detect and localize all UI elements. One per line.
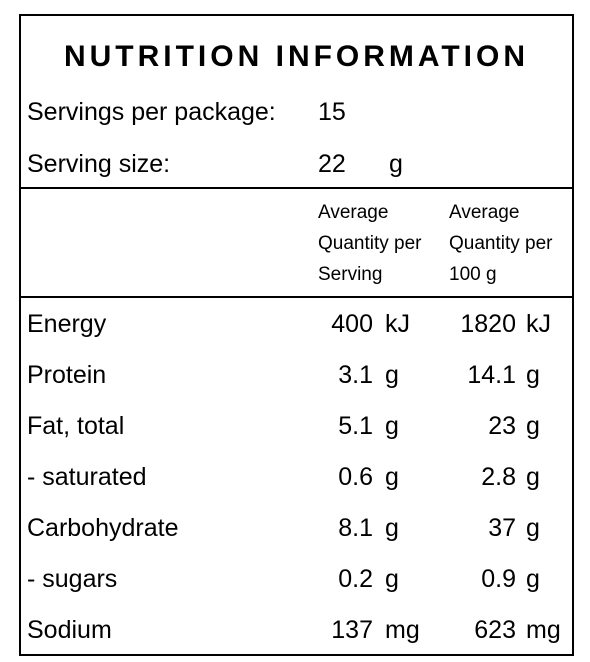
per-100g-unit: g: [526, 463, 540, 491]
per-100g-unit: g: [526, 361, 540, 389]
servings-per-package-label: Servings per package:: [27, 98, 276, 126]
nutrient-row: - sugars 0.2 g 0.9 g: [21, 554, 572, 605]
nutrient-name: Sodium: [27, 616, 112, 644]
serving-size-unit: g: [389, 150, 403, 178]
per-100g-value: 0.9: [481, 565, 516, 593]
per-100g-unit: mg: [526, 616, 561, 644]
per-100g-value: 623: [474, 616, 516, 644]
per-serving-value: 3.1: [338, 361, 373, 389]
divider: [21, 296, 572, 298]
column-header-per-serving: Average Quantity per Serving: [318, 202, 422, 285]
serving-size-value: 22: [318, 150, 346, 178]
nutrient-name: Energy: [27, 310, 107, 338]
nutrient-name: Protein: [27, 361, 107, 389]
divider: [21, 187, 572, 189]
per-serving-unit: g: [385, 412, 399, 440]
column-header-per-100g: Average Quantity per 100 g: [449, 202, 553, 285]
per-serving-value: 400: [331, 310, 373, 338]
servings-per-package-value: 15: [318, 98, 346, 126]
nutrient-row: Energy 400 kJ 1820 kJ: [21, 299, 572, 350]
per-100g-unit: kJ: [526, 310, 551, 338]
per-serving-unit: kJ: [385, 310, 410, 338]
per-serving-unit: g: [385, 514, 399, 542]
per-serving-unit: g: [385, 565, 399, 593]
nutrient-name: Fat, total: [27, 412, 125, 440]
nutrient-name: - sugars: [27, 565, 118, 593]
nutrient-row: Fat, total 5.1 g 23 g: [21, 401, 572, 452]
per-serving-value: 0.2: [338, 565, 373, 593]
panel-title: NUTRITION INFORMATION: [63, 40, 530, 73]
nutrient-row: Sodium 137 mg 623 mg: [21, 605, 572, 656]
per-100g-unit: g: [526, 565, 540, 593]
per-100g-unit: g: [526, 412, 540, 440]
serving-size-label: Serving size:: [27, 150, 171, 178]
per-100g-value: 14.1: [467, 361, 516, 389]
nutrition-panel: NUTRITION INFORMATION Servings per packa…: [19, 14, 574, 656]
per-100g-value: 1820: [460, 310, 516, 338]
per-100g-unit: g: [526, 514, 540, 542]
per-serving-unit: g: [385, 463, 399, 491]
nutrient-name: Carbohydrate: [27, 514, 179, 542]
nutrient-row: Carbohydrate 8.1 g 37 g: [21, 503, 572, 554]
per-serving-value: 137: [331, 616, 373, 644]
per-serving-value: 5.1: [338, 412, 373, 440]
per-serving-value: 0.6: [338, 463, 373, 491]
per-100g-value: 2.8: [481, 463, 516, 491]
nutrient-row: - saturated 0.6 g 2.8 g: [21, 452, 572, 503]
per-serving-value: 8.1: [338, 514, 373, 542]
nutrient-row: Protein 3.1 g 14.1 g: [21, 350, 572, 401]
nutrient-name: - saturated: [27, 463, 147, 491]
per-serving-unit: g: [385, 361, 399, 389]
per-100g-value: 37: [488, 514, 516, 542]
per-100g-value: 23: [488, 412, 516, 440]
per-serving-unit: mg: [385, 616, 420, 644]
